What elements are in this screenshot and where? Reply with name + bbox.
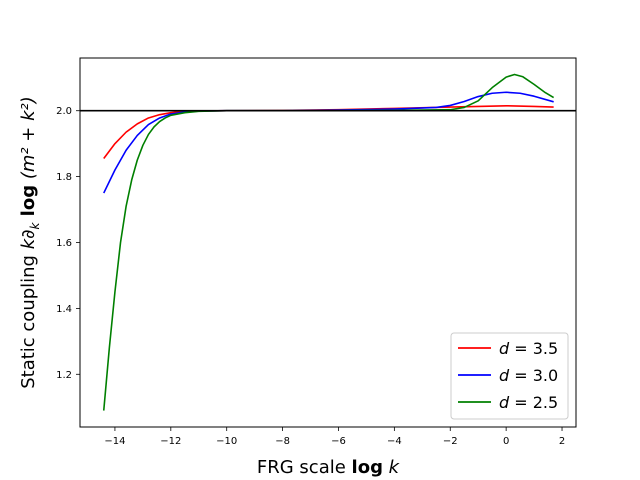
x-axis-label: FRG scale log k (257, 457, 401, 478)
x-tick-label: 0 (503, 436, 509, 447)
axis-ticks: −14 −12 −10 −8 −6 −4 −2 0 2 1.2 1.4 1.6 1.8 2.0 (56, 106, 565, 447)
legend: d = 3.5 d = 3.0 d = 2.5 (450, 332, 569, 420)
legend-label: d = 3.5 (499, 339, 558, 358)
x-tick-label: −12 (160, 436, 181, 447)
y-tick-label: 1.6 (56, 238, 72, 249)
x-tick-label: −2 (443, 436, 458, 447)
plot-area (80, 73, 576, 411)
legend-box (450, 332, 569, 420)
legend-label: d = 3.0 (499, 366, 558, 385)
y-tick-label: 1.2 (56, 370, 72, 381)
y-tick-label: 1.8 (56, 172, 72, 183)
x-tick-label: −14 (104, 436, 125, 447)
x-tick-label: −6 (331, 436, 346, 447)
legend-label: d = 2.5 (499, 393, 558, 412)
y-tick-label: 1.4 (56, 304, 72, 315)
plot-frame (79, 57, 577, 428)
y-tick-label: 2.0 (56, 106, 72, 117)
x-tick-label: −8 (275, 436, 290, 447)
x-tick-label: −10 (216, 436, 237, 447)
x-tick-label: 2 (559, 436, 565, 447)
x-tick-label: −4 (387, 436, 402, 447)
y-axis-label: Static coupling k∂k log (m² + k²) (18, 96, 42, 389)
